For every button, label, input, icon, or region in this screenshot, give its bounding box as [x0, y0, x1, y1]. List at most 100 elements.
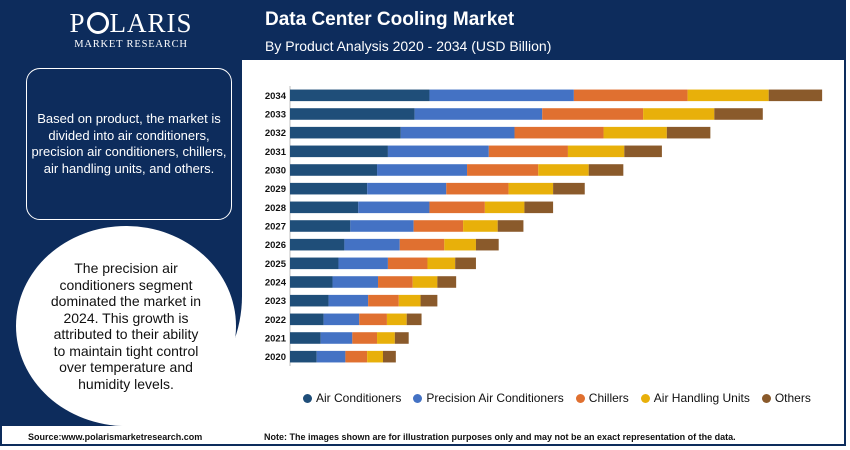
bar-2023-series-3: [398, 294, 421, 307]
bar-2020-series-4: [382, 350, 396, 363]
bar-2026-series-4: [475, 238, 499, 251]
bar-2026-series-1: [344, 238, 400, 251]
disclaimer-note: Note: The images shown are for illustrat…: [264, 432, 736, 442]
bar-2022-series-1: [323, 313, 360, 326]
legend-item-3: Air Handling Units: [640, 391, 750, 405]
chart-title: Data Center Cooling Market: [265, 9, 515, 30]
bar-2021-series-4: [394, 332, 409, 344]
y-tick-label-2021: 2021: [265, 334, 287, 345]
bar-2026-series-3: [444, 238, 476, 251]
bar-2030-series-4: [588, 164, 624, 176]
bar-2032-series-1: [400, 126, 515, 139]
product-summary-text: Based on product, the market is divided …: [31, 111, 227, 176]
bar-2029-series-1: [367, 182, 447, 195]
chart-subtitle: By Product Analysis 2020 - 2034 (USD Bil…: [265, 38, 552, 54]
y-tick-label-2025: 2025: [265, 259, 287, 270]
bar-2023-series-2: [368, 294, 399, 307]
legend-label: Chillers: [588, 391, 629, 405]
bar-2033-series-0: [290, 108, 415, 120]
bar-2021-series-1: [320, 332, 353, 344]
bar-2020-series-2: [345, 350, 368, 363]
bar-2031-series-3: [567, 145, 625, 158]
bar-2022-series-2: [359, 313, 387, 326]
logo-wordmark: P LARIS: [69, 8, 193, 38]
legend-swatch: [761, 393, 771, 403]
y-tick-label-2023: 2023: [265, 296, 286, 307]
bar-2024-series-3: [412, 276, 438, 288]
y-tick-label-2032: 2032: [265, 128, 286, 139]
logo-tagline: MARKET RESEARCH: [74, 39, 188, 50]
source-text: Source:www.polarismarketresearch.com: [28, 432, 203, 442]
y-tick-label-2031: 2031: [265, 147, 287, 158]
bar-2021-series-2: [352, 332, 378, 344]
legend-item-0: Air Conditioners: [303, 391, 401, 405]
chart-legend: Air Conditioners Precision Air Conditione…: [303, 388, 823, 408]
legend-item-4: Others: [761, 391, 811, 405]
bar-2023-series-0: [290, 294, 329, 307]
y-tick-label-2022: 2022: [265, 315, 286, 326]
bar-2030-series-1: [377, 164, 468, 176]
bar-2026-series-0: [290, 238, 345, 251]
bar-2033-series-2: [542, 108, 644, 120]
bar-2031-series-2: [488, 145, 568, 158]
legend-label: Air Conditioners: [316, 391, 402, 405]
bar-2033-series-4: [714, 108, 763, 120]
y-tick-label-2034: 2034: [265, 91, 287, 102]
bar-2030-series-2: [467, 164, 539, 176]
bar-2029-series-2: [446, 182, 509, 195]
bar-2028-series-2: [429, 201, 485, 214]
bar-2021-series-0: [290, 332, 321, 344]
bar-2027-series-3: [463, 220, 498, 232]
highlight-circle: The precision air conditioners segment d…: [16, 226, 236, 426]
bar-2029-series-4: [553, 182, 585, 195]
y-tick-label-2020: 2020: [265, 352, 286, 363]
product-summary-box: Based on product, the market is divided …: [26, 68, 232, 220]
bar-2022-series-0: [290, 313, 324, 326]
bar-2031-series-1: [387, 145, 489, 158]
bar-2021-series-3: [377, 332, 395, 344]
bar-2032-series-3: [603, 126, 667, 139]
bar-2025-series-0: [290, 257, 339, 270]
legend-swatch: [413, 393, 423, 403]
legend-item-2: Chillers: [575, 391, 629, 405]
bar-2032-series-4: [666, 126, 711, 139]
bar-2029-series-0: [290, 182, 368, 195]
y-tick-label-2029: 2029: [265, 184, 286, 195]
bar-2020-series-0: [290, 350, 317, 363]
bar-2022-series-3: [386, 313, 407, 326]
legend-item-1: Precision Air Conditioners: [413, 391, 564, 405]
polaris-logo: P LARIS MARKET RESEARCH: [66, 8, 196, 50]
y-tick-label-2024: 2024: [265, 278, 287, 289]
legend-swatch: [640, 393, 650, 403]
bar-2022-series-4: [406, 313, 422, 326]
bar-2027-series-0: [290, 220, 351, 232]
legend-label: Others: [774, 391, 811, 405]
legend-swatch: [575, 393, 585, 403]
bar-2029-series-3: [508, 182, 554, 195]
footer: Source:www.polarismarketresearch.com Not…: [2, 428, 844, 446]
bar-2023-series-1: [328, 294, 369, 307]
bar-2030-series-0: [290, 164, 378, 176]
y-tick-label-2028: 2028: [265, 203, 286, 214]
bar-2028-series-1: [358, 201, 430, 214]
logo-o-ring: [86, 12, 109, 34]
bar-2025-series-2: [387, 257, 428, 270]
bar-2025-series-3: [427, 257, 456, 270]
y-tick-label-2026: 2026: [265, 240, 286, 251]
bar-2028-series-0: [290, 201, 359, 214]
bar-2026-series-2: [399, 238, 445, 251]
bar-2030-series-3: [538, 164, 589, 176]
y-tick-labels: 2034 2033 2032 2031 2030 2029 2028 2027 2026 2025…: [265, 91, 287, 363]
legend-swatch: [303, 393, 312, 403]
legend-label: Precision Air Conditioners: [426, 391, 564, 405]
bar-2033-series-1: [414, 108, 543, 120]
bar-series-group: [290, 89, 823, 363]
bar-2020-series-1: [316, 350, 346, 363]
bar-2034-series-0: [290, 89, 430, 102]
header-bar: P LARIS MARKET RESEARCH Data Center Cooli…: [2, 2, 844, 60]
bar-2024-series-0: [290, 276, 333, 288]
y-tick-label-2033: 2033: [265, 110, 286, 121]
bar-2033-series-3: [643, 108, 715, 120]
